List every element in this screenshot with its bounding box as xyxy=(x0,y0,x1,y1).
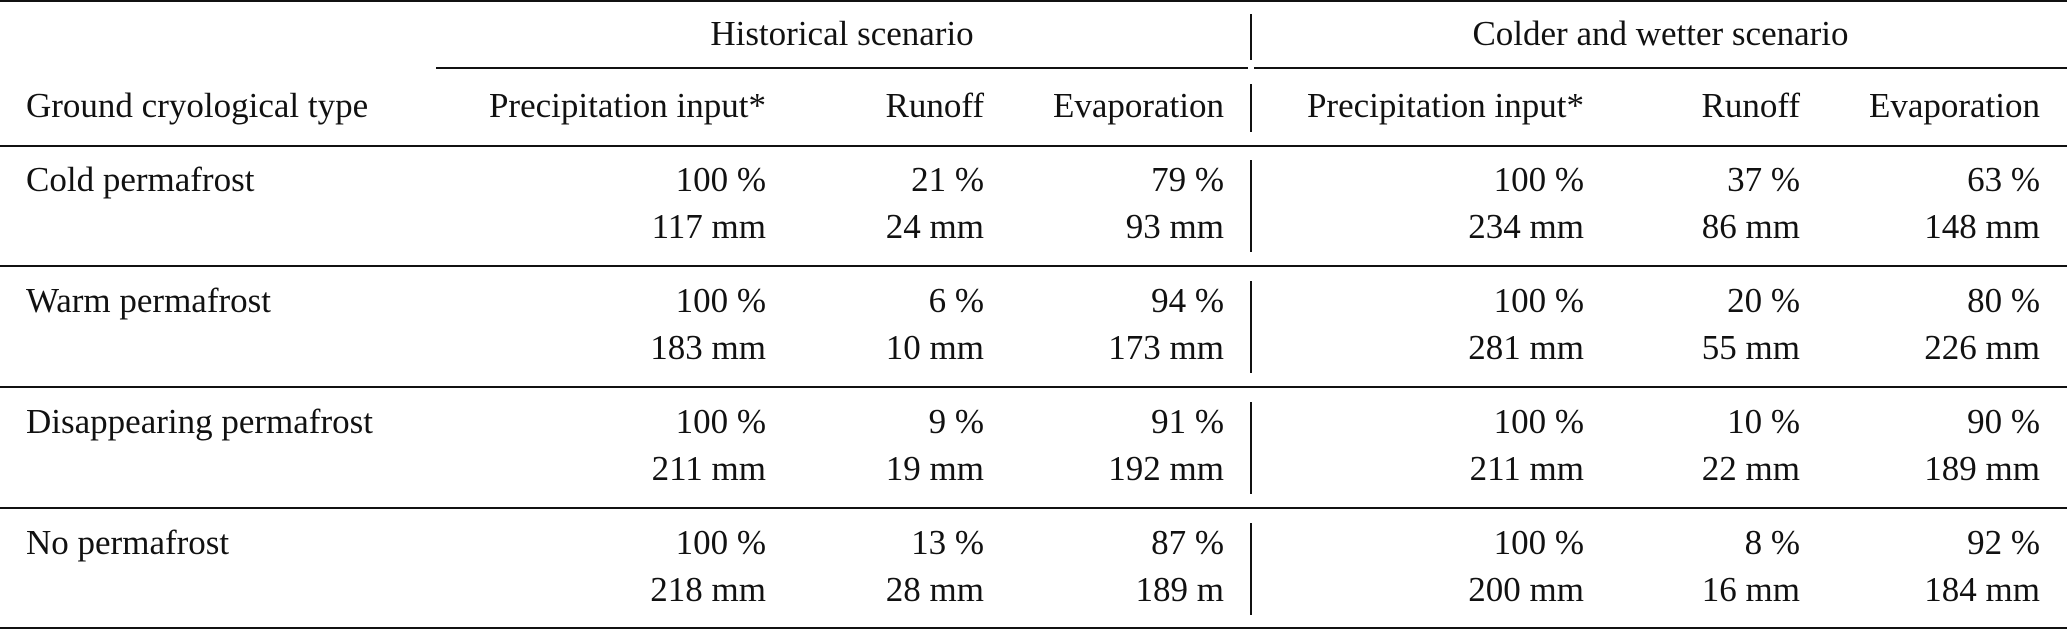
table-cell: 148 mm xyxy=(1924,207,2040,246)
table-cell: 184 mm xyxy=(1924,570,2040,609)
table-cell: 10 mm xyxy=(885,328,984,367)
group-divider xyxy=(1250,160,1252,252)
group-divider xyxy=(1250,523,1252,615)
table-cell: 24 mm xyxy=(885,207,984,246)
table-cell: 28 mm xyxy=(885,570,984,609)
table-cell: 192 mm xyxy=(1108,449,1224,488)
row-label: Cold permafrost xyxy=(26,160,255,199)
table-cell: 100 % xyxy=(1493,523,1584,562)
table-cell: 87 % xyxy=(1151,523,1224,562)
table-cell: 100 % xyxy=(1493,160,1584,199)
row-separator xyxy=(0,386,2067,388)
table-cell: 100 % xyxy=(675,523,766,562)
table-cell: 90 % xyxy=(1967,402,2040,441)
table-cell: 16 mm xyxy=(1701,570,1800,609)
table-cell: 94 % xyxy=(1151,281,1224,320)
table-cell: 20 % xyxy=(1727,281,1800,320)
hist-precipitation-header: Precipitation input* xyxy=(488,86,766,125)
colder-wetter-scenario-header: Colder and wetter scenario xyxy=(1472,14,1849,53)
row-separator xyxy=(0,265,2067,267)
row-label: Warm permafrost xyxy=(26,281,271,320)
table-cell: 100 % xyxy=(1493,281,1584,320)
table-cell: 100 % xyxy=(675,402,766,441)
hist-runoff-header: Runoff xyxy=(885,86,984,125)
table-cell: 100 % xyxy=(675,160,766,199)
table-cell: 117 mm xyxy=(651,207,766,246)
colder-wetter-group-rule xyxy=(1254,67,2067,69)
cw-evaporation-header: Evaporation xyxy=(1868,86,2040,125)
row-separator xyxy=(0,507,2067,509)
row-label: Disappearing permafrost xyxy=(26,402,373,441)
table-cell: 10 % xyxy=(1727,402,1800,441)
table-cell: 211 mm xyxy=(651,449,766,488)
table-cell: 281 mm xyxy=(1468,328,1584,367)
table-cell: 100 % xyxy=(1493,402,1584,441)
historical-group-rule xyxy=(436,67,1248,69)
table-cell: 79 % xyxy=(1151,160,1224,199)
table-cell: 189 mm xyxy=(1924,449,2040,488)
table-cell: 183 mm xyxy=(650,328,766,367)
ground-type-header: Ground cryological type xyxy=(26,86,369,125)
table-cell: 63 % xyxy=(1967,160,2040,199)
table-cell: 189 m xyxy=(1135,570,1224,609)
group-divider xyxy=(1250,281,1252,373)
table-cell: 80 % xyxy=(1967,281,2040,320)
table-cell: 200 mm xyxy=(1468,570,1584,609)
table-cell: 93 mm xyxy=(1125,207,1224,246)
historical-scenario-header: Historical scenario xyxy=(710,14,974,53)
cw-precipitation-header: Precipitation input* xyxy=(1306,86,1584,125)
hist-evaporation-header: Evaporation xyxy=(1052,86,1224,125)
bottom-rule xyxy=(0,627,2067,629)
table-cell: 6 % xyxy=(928,281,984,320)
table-cell: 86 mm xyxy=(1701,207,1800,246)
group-divider xyxy=(1250,402,1252,494)
table-cell: 211 mm xyxy=(1469,449,1584,488)
group-divider xyxy=(1250,84,1252,132)
cw-runoff-header: Runoff xyxy=(1701,86,1800,125)
table-cell: 9 % xyxy=(928,402,984,441)
table-cell: 22 mm xyxy=(1701,449,1800,488)
table-cell: 100 % xyxy=(675,281,766,320)
table-cell: 19 mm xyxy=(885,449,984,488)
table-cell: 21 % xyxy=(911,160,984,199)
table-cell: 92 % xyxy=(1967,523,2040,562)
table-cell: 234 mm xyxy=(1468,207,1584,246)
top-rule xyxy=(0,0,2067,2)
group-divider xyxy=(1250,14,1252,60)
table-cell: 226 mm xyxy=(1924,328,2040,367)
table-cell: 37 % xyxy=(1727,160,1800,199)
table-cell: 218 mm xyxy=(650,570,766,609)
table-cell: 91 % xyxy=(1151,402,1224,441)
header-rule xyxy=(0,145,2067,147)
table-cell: 8 % xyxy=(1744,523,1800,562)
table-cell: 13 % xyxy=(911,523,984,562)
row-label: No permafrost xyxy=(26,523,230,562)
table-cell: 55 mm xyxy=(1701,328,1800,367)
table-cell: 173 mm xyxy=(1108,328,1224,367)
